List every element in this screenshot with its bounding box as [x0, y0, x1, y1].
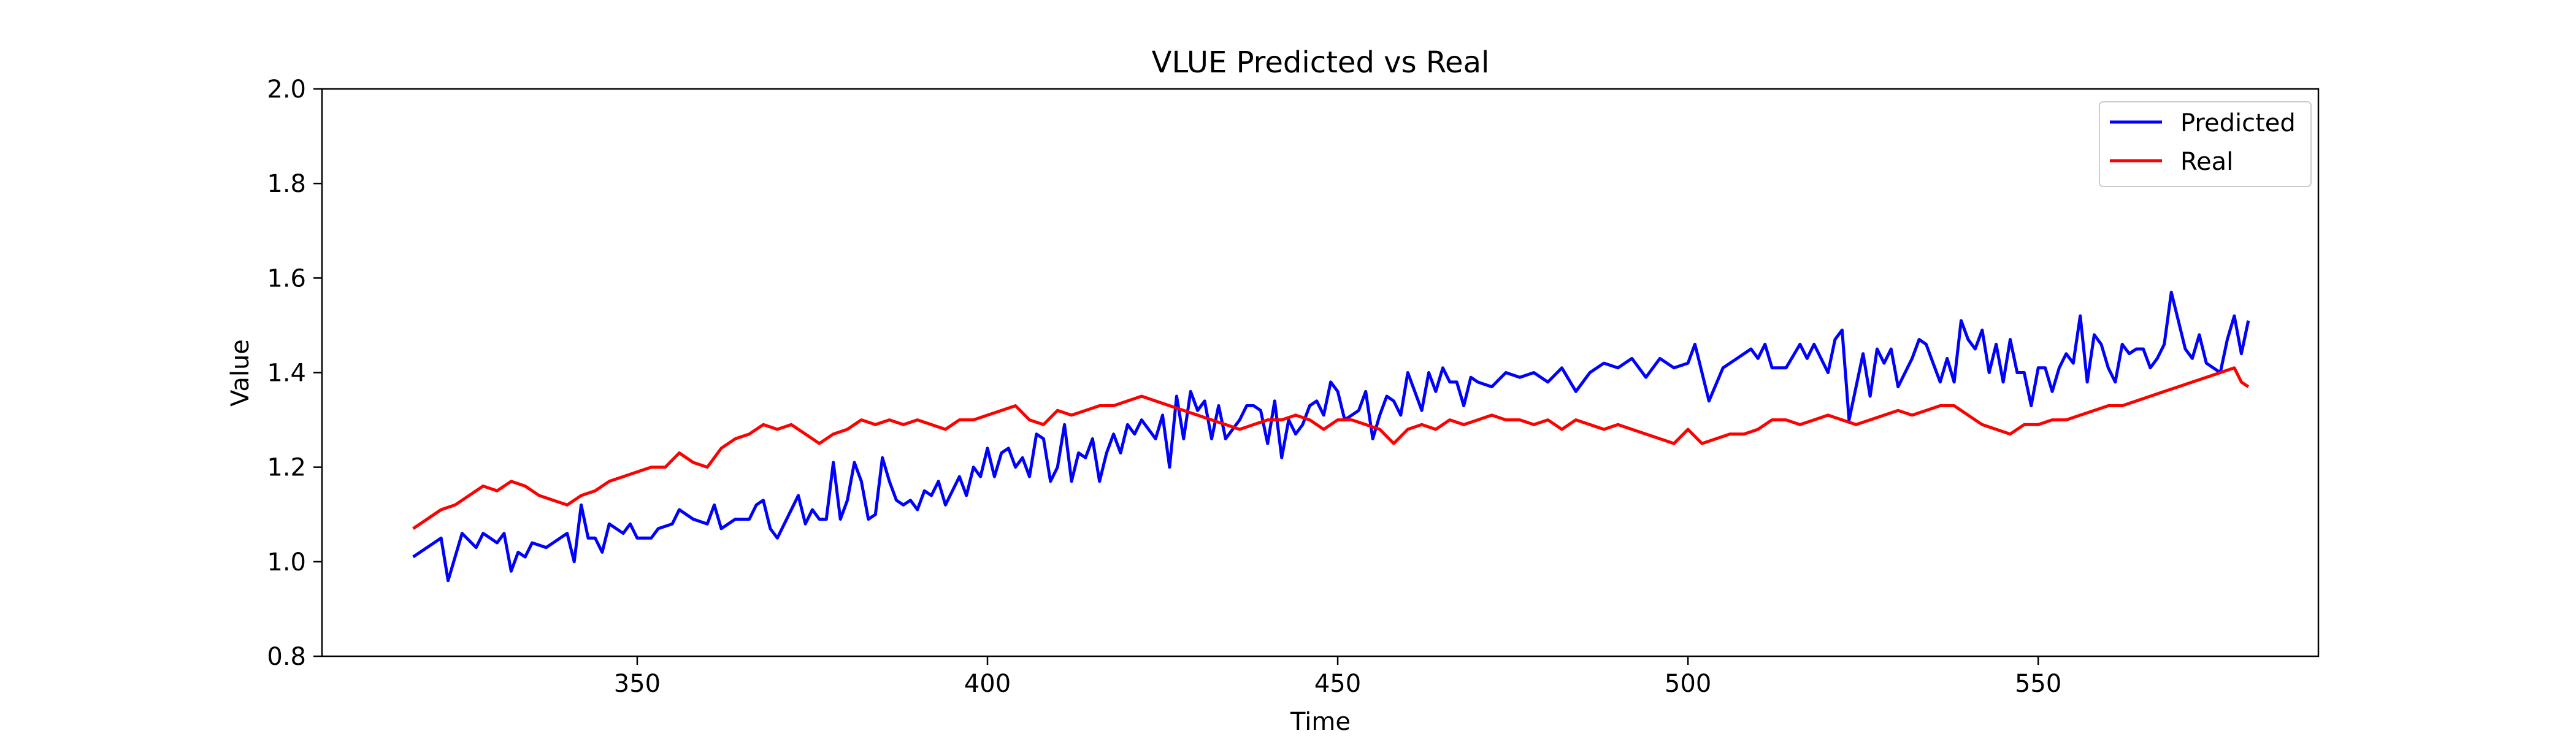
axes-layer: 0.8 1.0 1.2 1.4 1.6 1.8 2.0 350 400 450 500 550: [267, 75, 2320, 698]
x-tick-label: 500: [1665, 670, 1711, 698]
chart-title: VLUE Predicted vs Real: [1152, 45, 1490, 80]
x-tick-label: 350: [614, 670, 661, 698]
legend-label-real: Real: [2180, 148, 2233, 176]
x-tick-label: 400: [964, 670, 1011, 698]
x-axis-title: Time: [1290, 708, 1351, 736]
y-tick-label: 1.0: [267, 548, 306, 577]
x-tick-label: 550: [2015, 670, 2061, 698]
y-tick-label: 1.2: [267, 454, 306, 482]
series-layer: [412, 291, 2250, 583]
y-tick-label: 1.6: [267, 264, 306, 293]
y-tick-label: 0.8: [267, 643, 306, 671]
y-tick-label: 2.0: [267, 75, 306, 104]
series-line-predicted: [412, 291, 2250, 583]
y-axis-title: Value: [226, 339, 255, 407]
y-tick-label: 1.8: [267, 170, 306, 198]
series-line-real: [412, 366, 2250, 530]
legend: Predicted Real: [2099, 101, 2312, 187]
legend-label-predicted: Predicted: [2180, 109, 2296, 137]
x-tick-label: 450: [1314, 670, 1361, 698]
y-tick-label: 1.4: [267, 359, 306, 388]
